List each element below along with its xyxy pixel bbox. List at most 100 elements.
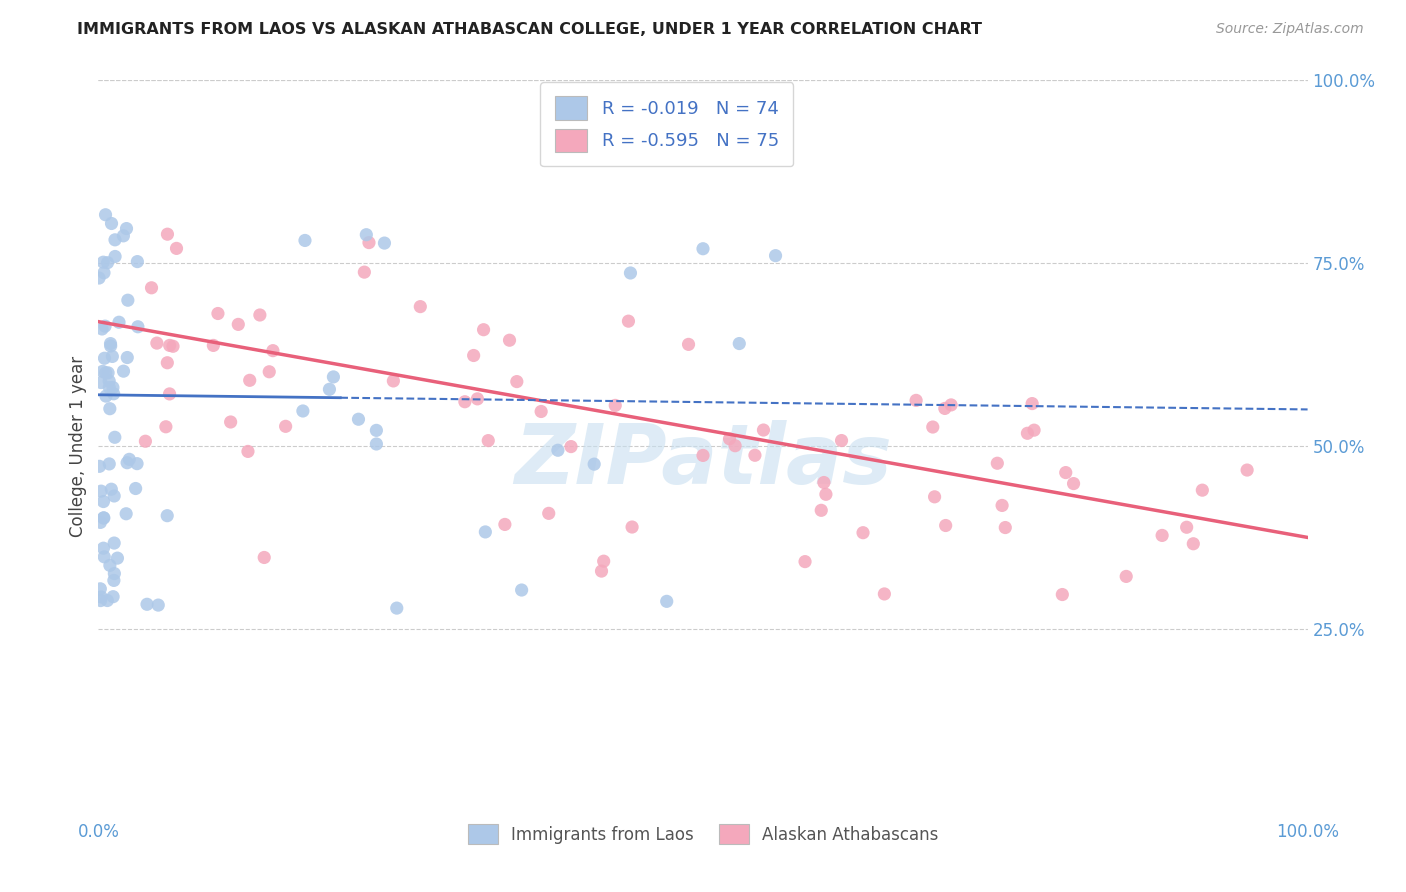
- Point: [93, 266, 115, 280]
- Point: [98, 374, 121, 388]
- Point: [1191, 483, 1213, 498]
- Point: [474, 524, 496, 539]
- Point: [156, 227, 179, 242]
- Point: [655, 594, 678, 608]
- Point: [537, 507, 560, 521]
- Point: [385, 601, 408, 615]
- Point: [146, 336, 169, 351]
- Point: [115, 507, 138, 521]
- Point: [104, 430, 127, 444]
- Point: [934, 401, 956, 416]
- Point: [814, 487, 837, 501]
- Point: [831, 434, 853, 448]
- Point: [472, 323, 495, 337]
- Point: [125, 457, 148, 471]
- Point: [104, 233, 127, 247]
- Point: [1022, 423, 1045, 437]
- Point: [249, 308, 271, 322]
- Point: [291, 404, 314, 418]
- Point: [1017, 426, 1039, 441]
- Point: [810, 503, 832, 517]
- Point: [94, 208, 117, 222]
- Point: [274, 419, 297, 434]
- Point: [506, 375, 529, 389]
- Point: [159, 338, 181, 352]
- Point: [409, 300, 432, 314]
- Point: [692, 242, 714, 256]
- Point: [852, 525, 875, 540]
- Point: [724, 439, 747, 453]
- Point: [100, 217, 122, 231]
- Point: [560, 440, 582, 454]
- Point: [97, 366, 120, 380]
- Point: [752, 423, 775, 437]
- Point: [257, 365, 280, 379]
- Point: [136, 597, 159, 611]
- Point: [100, 482, 122, 496]
- Point: [100, 339, 122, 353]
- Point: [494, 517, 516, 532]
- Point: [939, 398, 962, 412]
- Point: [91, 322, 114, 336]
- Point: [530, 404, 553, 418]
- Point: [294, 234, 316, 248]
- Point: [156, 508, 179, 523]
- Point: [382, 374, 405, 388]
- Point: [202, 338, 225, 352]
- Point: [115, 221, 138, 235]
- Point: [794, 555, 817, 569]
- Point: [986, 456, 1008, 470]
- Point: [318, 382, 340, 396]
- Text: IMMIGRANTS FROM LAOS VS ALASKAN ATHABASCAN COLLEGE, UNDER 1 YEAR CORRELATION CHA: IMMIGRANTS FROM LAOS VS ALASKAN ATHABASC…: [77, 22, 983, 37]
- Point: [98, 380, 121, 394]
- Point: [935, 518, 957, 533]
- Point: [322, 370, 344, 384]
- Point: [101, 380, 124, 394]
- Point: [134, 434, 156, 449]
- Point: [678, 337, 700, 351]
- Point: [94, 389, 117, 403]
- Point: [583, 457, 606, 471]
- Point: [1182, 537, 1205, 551]
- Point: [90, 593, 112, 607]
- Point: [353, 265, 375, 279]
- Point: [1152, 528, 1174, 542]
- Point: [219, 415, 242, 429]
- Point: [103, 566, 125, 581]
- Point: [813, 475, 835, 490]
- Point: [366, 437, 388, 451]
- Point: [1054, 466, 1077, 480]
- Point: [103, 489, 125, 503]
- Point: [692, 449, 714, 463]
- Point: [90, 376, 112, 390]
- Point: [236, 444, 259, 458]
- Point: [467, 392, 489, 406]
- Point: [262, 343, 284, 358]
- Point: [924, 490, 946, 504]
- Point: [117, 351, 139, 365]
- Point: [96, 593, 118, 607]
- Point: [91, 364, 114, 378]
- Point: [744, 448, 766, 462]
- Point: [89, 516, 111, 530]
- Point: [1175, 520, 1198, 534]
- Text: ZIPatlas: ZIPatlas: [515, 420, 891, 501]
- Point: [91, 255, 114, 269]
- Point: [592, 554, 614, 568]
- Point: [547, 443, 569, 458]
- Point: [510, 582, 533, 597]
- Point: [718, 432, 741, 446]
- Point: [155, 419, 177, 434]
- Legend: Immigrants from Laos, Alaskan Athabascans: Immigrants from Laos, Alaskan Athabascan…: [461, 817, 945, 851]
- Point: [347, 412, 370, 426]
- Point: [591, 564, 613, 578]
- Point: [905, 393, 928, 408]
- Point: [93, 541, 115, 556]
- Point: [101, 590, 124, 604]
- Point: [366, 423, 388, 437]
- Point: [728, 336, 751, 351]
- Point: [127, 254, 149, 268]
- Point: [141, 281, 163, 295]
- Point: [873, 587, 896, 601]
- Point: [619, 266, 641, 280]
